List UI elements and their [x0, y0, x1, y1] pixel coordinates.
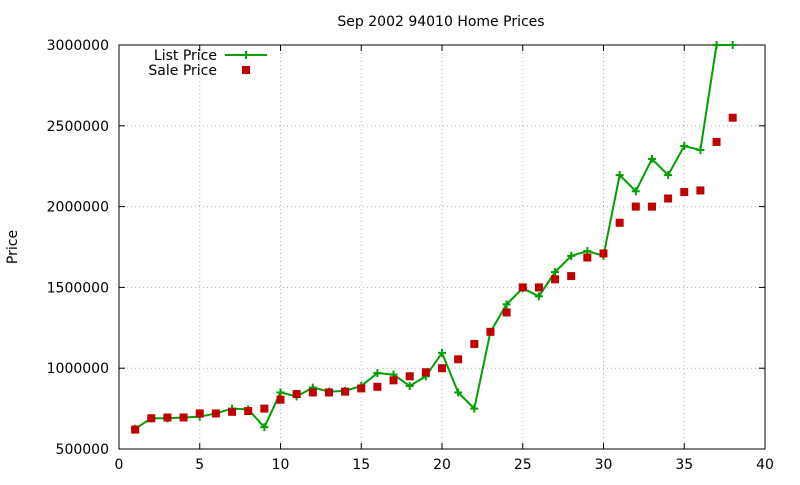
- list-price-point: [680, 142, 689, 150]
- sale-price-point: [518, 283, 527, 292]
- list-price-point: [696, 146, 705, 155]
- sale-price-point: [163, 413, 172, 422]
- x-tick-label: 35: [675, 457, 693, 473]
- sale-price-point: [244, 407, 253, 416]
- grid: [119, 45, 765, 449]
- list-price-point: [615, 171, 624, 180]
- sale-price-point: [373, 382, 382, 391]
- sale-price-point: [583, 253, 592, 262]
- sale-price-point: [179, 413, 188, 422]
- legend-entry: List Price: [154, 48, 267, 64]
- legend-entry: Sale Price: [148, 63, 250, 79]
- series: [131, 41, 737, 434]
- list-price-line: [134, 44, 733, 430]
- list-price-point: [534, 292, 543, 301]
- list-price-point: [664, 171, 673, 180]
- sale-price-point: [260, 404, 269, 413]
- sale-price-point: [389, 376, 398, 385]
- sale-price-point: [680, 188, 689, 197]
- legend-label: List Price: [154, 48, 217, 64]
- sale-price-point: [615, 218, 624, 227]
- sale-price-point: [292, 390, 301, 399]
- sale-price-point: [454, 355, 463, 364]
- list-price-point: [647, 154, 656, 163]
- sale-price-point: [551, 275, 560, 284]
- y-axis-label: Price: [5, 230, 21, 264]
- sale-price-point: [712, 137, 721, 146]
- axes: 0 5 10 15 20 25 30 35 40 500000 1000000 1500000 2000…: [47, 38, 774, 473]
- list-price-point: [373, 369, 382, 378]
- sale-price-point: [147, 414, 156, 423]
- sale-price-point: [438, 364, 446, 373]
- list-price-point: [470, 404, 479, 413]
- x-tick-label: 40: [756, 457, 774, 473]
- sale-price-point: [228, 407, 237, 416]
- list-price-point: [551, 268, 560, 277]
- list-price-point: [276, 388, 285, 397]
- sale-price-point: [308, 388, 317, 397]
- chart-title: Sep 2002 94010 Home Prices: [337, 14, 544, 30]
- sale-price-point: [405, 372, 414, 381]
- legend-label: Sale Price: [148, 63, 217, 79]
- sale-price-point: [357, 384, 366, 393]
- list-price-point: [502, 300, 511, 309]
- sale-price-point: [647, 202, 656, 211]
- list-price-point: [454, 388, 463, 397]
- x-tick-label: 25: [514, 457, 532, 473]
- list-price-point: [712, 41, 721, 49]
- sale-price-point: [502, 308, 511, 317]
- sale-price-point: [631, 202, 640, 211]
- list-price-point: [631, 187, 640, 196]
- sale-price-point: [567, 272, 576, 281]
- list-price-point: [728, 41, 737, 49]
- sale-price-point: [276, 395, 285, 404]
- sale-price-point: [470, 339, 479, 348]
- sale-price-point: [324, 388, 333, 397]
- x-tick-label: 0: [115, 457, 124, 473]
- sale-price-point: [486, 327, 495, 336]
- sale-price-point: [728, 113, 737, 122]
- sale-price-point: [534, 283, 543, 292]
- x-tick-label: 5: [195, 457, 204, 473]
- y-tick-label: 2000000: [47, 200, 109, 216]
- list-price-point: [405, 381, 414, 390]
- list-price-point: [567, 251, 576, 260]
- x-tick-label: 20: [433, 457, 451, 473]
- list-price-point: [260, 423, 269, 432]
- y-tick-label: 1500000: [47, 280, 109, 296]
- sale-price-point: [696, 186, 705, 195]
- legend-square-swatch: [242, 66, 250, 74]
- series-list-price: [131, 41, 737, 433]
- sale-price-point: [131, 425, 140, 434]
- sale-price-point: [195, 409, 204, 418]
- x-tick-label: 15: [352, 457, 370, 473]
- y-tick-label: 1000000: [47, 361, 109, 377]
- sale-price-point: [211, 409, 220, 418]
- sale-price-point: [599, 249, 608, 258]
- sale-price-point: [421, 368, 430, 377]
- x-tick-label: 10: [272, 457, 290, 473]
- series-sale-price: [131, 113, 737, 434]
- sale-price-point: [341, 387, 350, 396]
- y-tick-label: 2500000: [47, 119, 109, 135]
- y-tick-label: 3000000: [47, 38, 109, 54]
- x-tick-label: 30: [595, 457, 613, 473]
- y-tick-label: 500000: [56, 442, 109, 458]
- list-price-point: [438, 348, 446, 357]
- sale-price-point: [664, 194, 673, 203]
